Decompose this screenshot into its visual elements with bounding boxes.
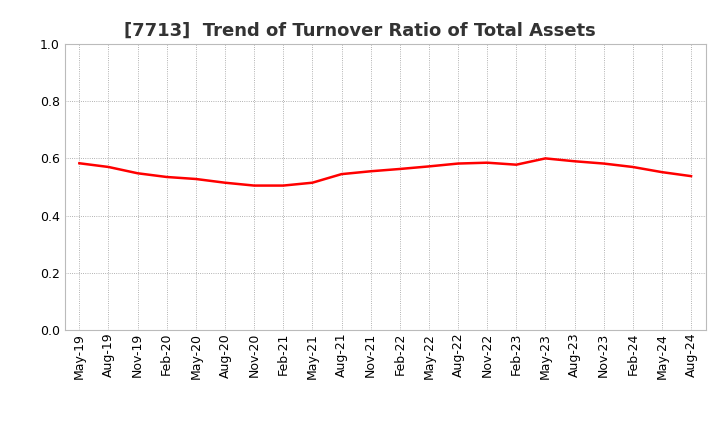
Text: [7713]  Trend of Turnover Ratio of Total Assets: [7713] Trend of Turnover Ratio of Total … [124, 22, 596, 40]
